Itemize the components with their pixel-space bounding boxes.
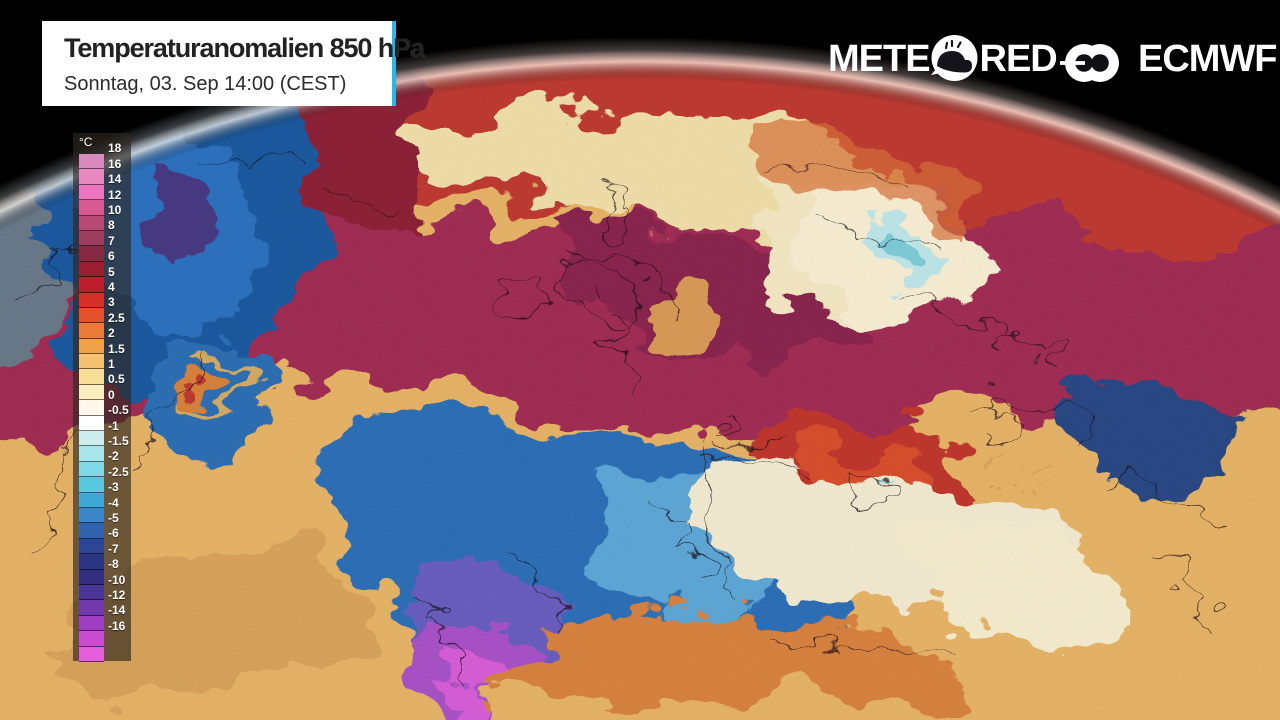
svg-text:ECMWF: ECMWF bbox=[1138, 38, 1277, 80]
svg-text:RED: RED bbox=[980, 38, 1057, 80]
svg-text:METE: METE bbox=[828, 38, 930, 80]
